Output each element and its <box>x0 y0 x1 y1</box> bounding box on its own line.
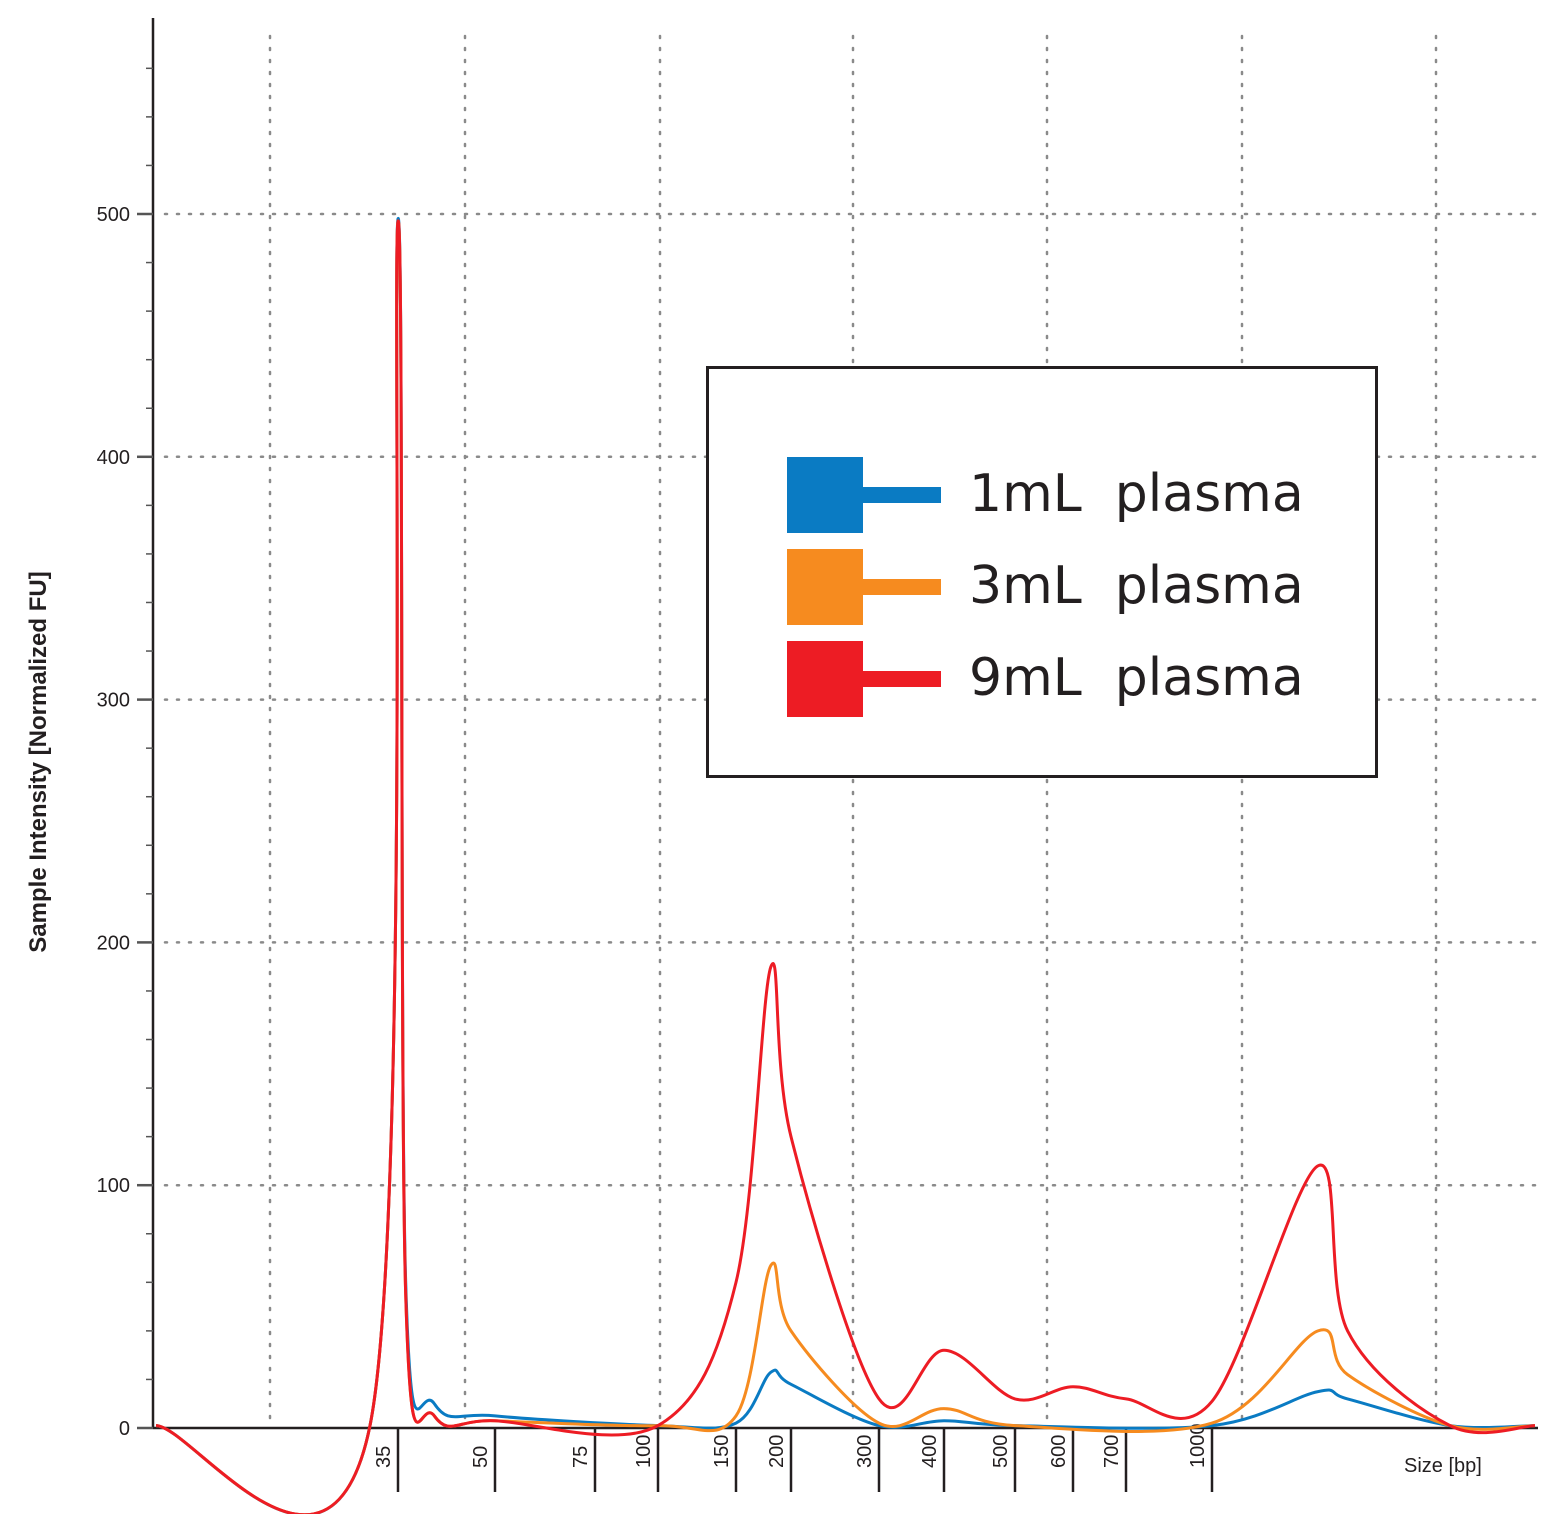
x-tick-label: 300 <box>854 1435 876 1468</box>
legend-swatch-3ml <box>787 549 863 625</box>
x-tick-label: 150 <box>711 1435 733 1468</box>
legend-swatch-9ml <box>787 641 863 717</box>
x-tick-label: 200 <box>766 1435 788 1468</box>
x-tick-label: 1000 <box>1187 1424 1209 1469</box>
legend-item-9ml: 9mL plasma <box>787 641 1367 717</box>
legend-swatch-1ml <box>787 457 863 533</box>
y-tick-label: 100 <box>97 1175 130 1197</box>
legend-item-3ml: 3mL plasma <box>787 549 1367 625</box>
x-tick-label: 500 <box>990 1435 1012 1468</box>
y-axis-label: Sample Intensity [Normalized FU] <box>25 571 52 952</box>
tick-labels: 0 100 200 300 400 500 35 50 75 100 150 200 300 400 500… <box>97 204 1209 1468</box>
y-tick-label: 200 <box>97 932 130 954</box>
legend-item-1ml: 1mL plasma <box>787 457 1367 533</box>
y-tick-label: 400 <box>97 447 130 469</box>
legend-label-1ml: 1mL plasma <box>969 464 1304 524</box>
x-tick-label: 75 <box>570 1446 592 1468</box>
x-tick-label: 400 <box>919 1435 941 1468</box>
x-tick-label: 700 <box>1101 1435 1123 1468</box>
y-tick-label: 0 <box>119 1418 130 1440</box>
x-tick-label: 50 <box>470 1446 492 1468</box>
legend-line-3ml <box>857 579 941 595</box>
legend-label-9ml: 9mL plasma <box>969 648 1304 708</box>
legend-line-1ml <box>857 487 941 503</box>
x-tick-label: 35 <box>373 1446 395 1468</box>
x-tick-label: 600 <box>1048 1435 1070 1468</box>
legend-label-3ml: 3mL plasma <box>969 556 1304 616</box>
legend-line-9ml <box>857 671 941 687</box>
series-lines <box>155 217 1536 1514</box>
x-tick-label: 100 <box>633 1435 655 1468</box>
axes <box>137 18 1538 1492</box>
x-axis-label: Size [bp] <box>1404 1455 1482 1477</box>
y-tick-label: 300 <box>97 690 130 712</box>
series-line-3 <box>155 219 1536 1514</box>
legend: 1mL plasma 3mL plasma 9mL plasma <box>706 366 1378 778</box>
y-tick-label: 500 <box>97 204 130 226</box>
